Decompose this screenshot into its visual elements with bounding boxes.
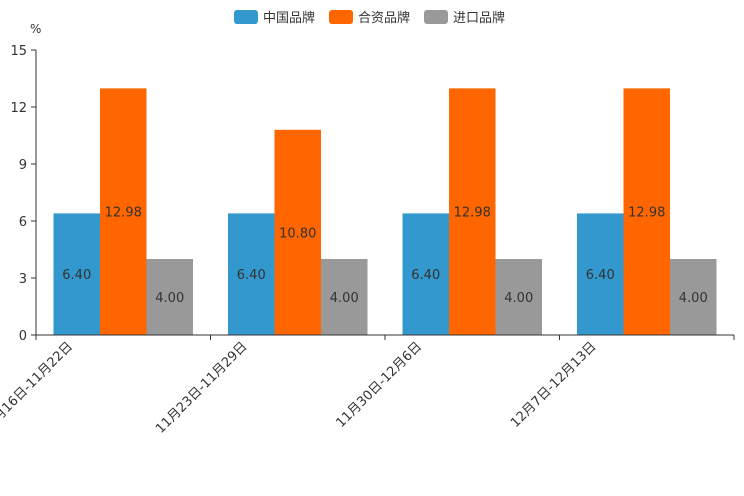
bar-value-label: 6.40 <box>411 268 440 283</box>
bar-value-label: 12.98 <box>628 206 665 221</box>
legend-swatch-joint-venture <box>329 9 354 24</box>
bar-china[interactable] <box>228 213 275 335</box>
y-tick-label: 12 <box>10 101 27 116</box>
bar-china[interactable] <box>577 213 624 335</box>
bar-china[interactable] <box>53 213 101 335</box>
legend-item-china[interactable]: 中国品牌 <box>234 7 315 26</box>
bar-imported[interactable] <box>495 259 543 335</box>
bar-value-label: 6.40 <box>62 268 91 283</box>
legend-label-china: 中国品牌 <box>263 11 316 26</box>
legend-item-imported[interactable]: 进口品牌 <box>424 7 505 26</box>
x-tick-label: 11月16日-11月22日 <box>0 339 76 436</box>
y-axis: 0 3 6 9 12 15 <box>10 44 37 344</box>
bar-value-label: 12.98 <box>105 206 142 221</box>
bar-imported[interactable] <box>670 259 717 335</box>
legend: 中国品牌 合资品牌 进口品牌 <box>234 7 505 26</box>
legend-swatch-imported <box>424 9 449 24</box>
y-tick-label: 15 <box>10 44 27 59</box>
bar-value-label: 6.40 <box>586 268 615 283</box>
bar-joint-venture[interactable] <box>623 88 671 335</box>
bar-value-label: 4.00 <box>155 291 184 306</box>
bar-imported[interactable] <box>321 259 368 335</box>
y-tick-label: 9 <box>19 158 27 173</box>
bar-joint-venture[interactable] <box>449 88 496 335</box>
bar-value-label: 4.00 <box>504 291 533 306</box>
y-tick-label: 3 <box>19 272 27 287</box>
x-tick-label: 12月7日-12月13日 <box>508 339 600 431</box>
legend-item-joint-venture[interactable]: 合资品牌 <box>329 7 410 26</box>
x-tick-label: 11月30日-12月6日 <box>333 339 425 431</box>
bar-value-label: 4.00 <box>679 291 708 306</box>
bar-imported[interactable] <box>146 259 194 335</box>
bar-value-label: 4.00 <box>330 291 359 306</box>
x-axis: 11月16日-11月22日 11月23日-11月29日 11月30日-12月6日 12… <box>0 334 735 437</box>
bar-joint-venture[interactable] <box>274 129 322 335</box>
y-tick-label: 0 <box>19 329 27 344</box>
bar-value-label: 10.80 <box>279 226 316 241</box>
legend-label-joint-venture: 合资品牌 <box>358 11 411 26</box>
legend-swatch-china <box>234 9 258 24</box>
x-tick-label: 11月23日-11月29日 <box>153 339 250 436</box>
legend-label-imported: 进口品牌 <box>453 11 506 26</box>
bar-china[interactable] <box>402 213 450 335</box>
bar-joint-venture[interactable] <box>100 88 147 335</box>
y-tick-label: 6 <box>19 215 27 230</box>
bars-group: 6.40 12.98 4.00 6.40 10.80 4.00 6.40 12.98 4.00 6… <box>53 88 717 335</box>
bar-value-label: 6.40 <box>237 268 266 283</box>
y-axis-unit: % <box>30 22 41 36</box>
bar-value-label: 12.98 <box>454 206 491 221</box>
